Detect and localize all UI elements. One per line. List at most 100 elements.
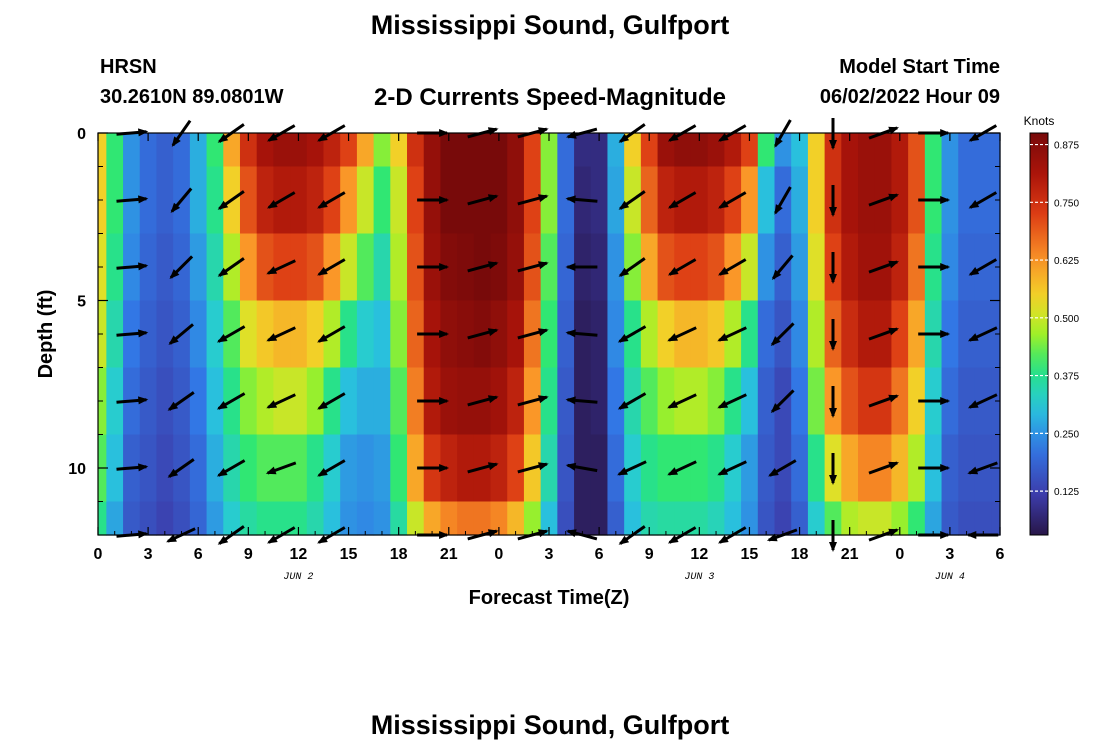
heatmap-cell (390, 233, 408, 302)
heatmap-cell (256, 367, 274, 436)
heatmap-cell (958, 166, 976, 235)
x-tick-label: 0 (895, 546, 904, 563)
heatmap-cell (156, 367, 174, 436)
current-vector (717, 326, 747, 342)
heatmap-cell (974, 133, 993, 168)
current-vector (565, 329, 598, 338)
current-vector (417, 330, 450, 338)
heatmap-cell (440, 166, 458, 235)
heatmap-cell (941, 300, 959, 369)
heatmap-cell (858, 133, 876, 168)
heatmap-cell (206, 166, 224, 235)
current-vector (868, 193, 899, 207)
heatmap-cell (791, 166, 809, 235)
heatmap-cell (340, 166, 358, 235)
colorbar-scale (1029, 132, 1049, 536)
current-vector (968, 191, 998, 209)
current-vector (829, 319, 837, 351)
heatmap-cell (407, 166, 425, 235)
heatmap-cell (189, 233, 208, 302)
heatmap-cell (807, 434, 826, 503)
current-vector (217, 190, 245, 210)
y-tick-label: 0 (77, 126, 86, 143)
heatmap-cell (807, 166, 826, 235)
heatmap-cell (206, 367, 224, 436)
x-tick-label: 12 (690, 546, 708, 563)
heatmap-cell (373, 367, 391, 436)
current-vector (617, 392, 647, 410)
colorbar-tick-label: 0.125 (1054, 487, 1079, 498)
heatmap-cell (891, 133, 909, 168)
heatmap-cell (189, 166, 208, 235)
current-vector (771, 254, 794, 280)
heatmap-cell (423, 133, 442, 168)
heatmap-cell (574, 133, 592, 168)
heatmap-cell (390, 501, 408, 536)
x-tick-label: 6 (996, 546, 1005, 563)
date-label: JUN 2 (283, 572, 313, 583)
heatmap-cell (507, 133, 525, 168)
heatmap-cell (290, 300, 308, 369)
current-vector (565, 396, 598, 405)
heatmap-cell (707, 501, 725, 536)
heatmap-cell (657, 233, 675, 302)
heatmap-cell (791, 133, 809, 168)
heatmap-cell (206, 233, 224, 302)
heatmap-cell (356, 300, 375, 369)
current-vector (667, 326, 697, 342)
heatmap-cell (707, 300, 725, 369)
heatmap-cell (139, 300, 158, 369)
heatmap-cell (106, 300, 124, 369)
current-vector (116, 463, 149, 472)
colorbar-tick-label: 0.875 (1054, 141, 1079, 152)
heatmap-cell (557, 501, 575, 536)
heatmap-cell (390, 133, 408, 168)
current-vector (717, 393, 747, 409)
heatmap-cell (757, 233, 776, 302)
current-vector (967, 393, 998, 409)
current-vector (265, 461, 297, 475)
heatmap-cell (908, 501, 926, 536)
x-tick-label: 12 (290, 546, 308, 563)
current-vector (829, 252, 837, 284)
current-vector (216, 325, 246, 343)
heatmap-cell (841, 300, 859, 369)
heatmap-cell (891, 434, 909, 503)
heatmap-cell (757, 434, 776, 503)
heatmap-cell (858, 233, 876, 302)
heatmap-cell (941, 166, 959, 235)
heatmap-cell (373, 434, 391, 503)
x-tick-label: 3 (144, 546, 153, 563)
heatmap-cell (941, 501, 959, 536)
heatmap-cell (858, 166, 876, 235)
x-tick-label: 0 (494, 546, 503, 563)
heatmap-cell (757, 367, 776, 436)
current-vector (718, 191, 747, 209)
x-tick-label: 0 (94, 546, 103, 563)
x-tick-label: 9 (244, 546, 253, 563)
heatmap-cell (273, 133, 291, 168)
current-vector (770, 389, 795, 413)
heatmap-cell (640, 300, 659, 369)
heatmap-cell (741, 434, 759, 503)
heatmap-cell (607, 300, 625, 369)
x-tick-label: 3 (545, 546, 554, 563)
current-vector (967, 326, 998, 342)
heatmap-cell (941, 233, 959, 302)
heatmap-cell (924, 133, 943, 168)
current-vector (667, 460, 697, 476)
current-vector (667, 258, 697, 276)
heatmap-cell (390, 434, 408, 503)
current-vector (266, 393, 296, 409)
heatmap-cell (490, 300, 508, 369)
heatmap-cell (757, 133, 776, 168)
model-start-time: 06/02/2022 Hour 09 (819, 86, 1000, 108)
current-vector (829, 453, 837, 485)
heatmap-cell (139, 501, 158, 536)
heatmap-cell (640, 166, 659, 235)
heatmap-cell (273, 501, 291, 536)
heatmap-cell (156, 501, 174, 536)
heatmap-cell (189, 434, 208, 503)
y-axis-label: Depth (ft) (35, 290, 57, 379)
heatmap-cell (206, 501, 224, 536)
